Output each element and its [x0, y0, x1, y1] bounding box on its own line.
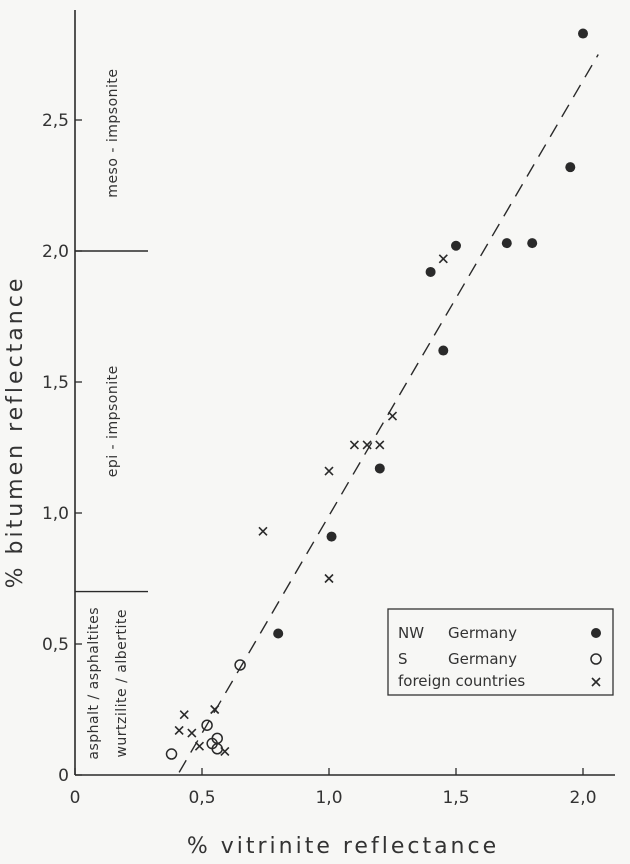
foreign-countries-point [438, 254, 448, 264]
x-tick-label: 0 [70, 788, 81, 808]
cross-stroke [174, 725, 184, 736]
cross-stroke [194, 741, 205, 751]
zone-label: epi - impsonite [105, 365, 121, 477]
cross-stroke [591, 677, 601, 687]
trend-line [178, 54, 599, 773]
foreign-countries-point [349, 440, 359, 450]
cross-stroke [324, 573, 334, 584]
y-tick-label: 0 [58, 766, 69, 786]
nw-germany-point [527, 238, 538, 249]
nw-germany-point [425, 266, 436, 277]
foreign-countries-point [179, 710, 189, 720]
foreign-countries-point [387, 411, 398, 421]
zone-label: wurtzilite / albertite [114, 609, 130, 758]
data-points [165, 28, 588, 760]
legend-label-nw-region: NW [398, 624, 424, 642]
legend-label-s-country: Germany [448, 650, 517, 668]
chart-frame [74, 10, 615, 776]
legend-markers [590, 628, 602, 687]
foreign-countries-point [174, 725, 184, 736]
y-tick-label: 1,0 [42, 504, 69, 524]
legend-box [387, 608, 614, 696]
cross-stroke [179, 710, 189, 720]
y-axis-label: % bitumen reflectance [3, 276, 28, 589]
cross-stroke [375, 440, 385, 450]
nw-germany-point [451, 240, 461, 251]
legend-label-nw-country: Germany [448, 624, 517, 642]
foreign-countries-point [324, 466, 334, 476]
nw-germany-point [578, 28, 588, 39]
y-tick-label: 1,5 [42, 373, 69, 393]
x-tick-label: 1,5 [442, 788, 469, 808]
foreign-countries-point [258, 526, 268, 536]
cross-stroke [387, 411, 398, 421]
zone-label: asphalt / asphaltites [86, 607, 102, 760]
legend-marker [591, 628, 601, 638]
nw-germany-point [273, 628, 284, 639]
cross-stroke [187, 728, 197, 738]
trend-line-group [178, 54, 599, 773]
x-tick-label: 2,0 [569, 788, 596, 808]
y-tick-label: 2,0 [42, 242, 69, 262]
cross-stroke [258, 526, 268, 536]
foreign-countries-point [362, 440, 372, 450]
nw-germany-point [565, 162, 576, 173]
nw-germany-point [326, 531, 337, 542]
tick-labels: 0 0,5 1,0 1,5 2,0 0 0,5 1,0 1,5 2,0 2,5 [42, 111, 597, 808]
zone-label: meso - impsonite [105, 68, 121, 197]
legend-label-s-region: S [398, 650, 408, 668]
legend-marker [590, 653, 602, 665]
y-tick-label: 2,5 [42, 111, 69, 131]
s-germany-point [201, 719, 213, 731]
x-axis-label: % vitrinite reflectance [187, 834, 499, 859]
cross-stroke [220, 746, 230, 756]
cross-stroke [349, 440, 359, 450]
legend: NW Germany S Germany foreign countries [387, 608, 614, 696]
foreign-countries-point [194, 741, 205, 751]
legend-marker [591, 677, 601, 687]
foreign-countries-point [187, 728, 197, 738]
nw-germany-point [501, 238, 512, 249]
nw-germany-point [374, 463, 385, 474]
s-germany-point [165, 748, 178, 760]
s-germany-point [234, 659, 246, 671]
cross-stroke [438, 254, 448, 264]
cross-stroke [362, 440, 372, 450]
foreign-countries-point [210, 704, 220, 715]
nw-germany-point [438, 345, 449, 356]
foreign-countries-point [220, 746, 230, 756]
cross-stroke [324, 466, 334, 476]
foreign-countries-point [324, 573, 334, 584]
x-tick-label: 1,0 [315, 788, 342, 808]
x-tick-label: 0,5 [188, 788, 215, 808]
zone-lines: asphalt / asphaltites wurtzilite / albert… [75, 68, 148, 760]
legend-label-foreign: foreign countries [398, 672, 525, 690]
y-tick-label: 0,5 [42, 635, 69, 655]
cross-stroke [210, 704, 220, 715]
foreign-countries-point [375, 440, 385, 450]
